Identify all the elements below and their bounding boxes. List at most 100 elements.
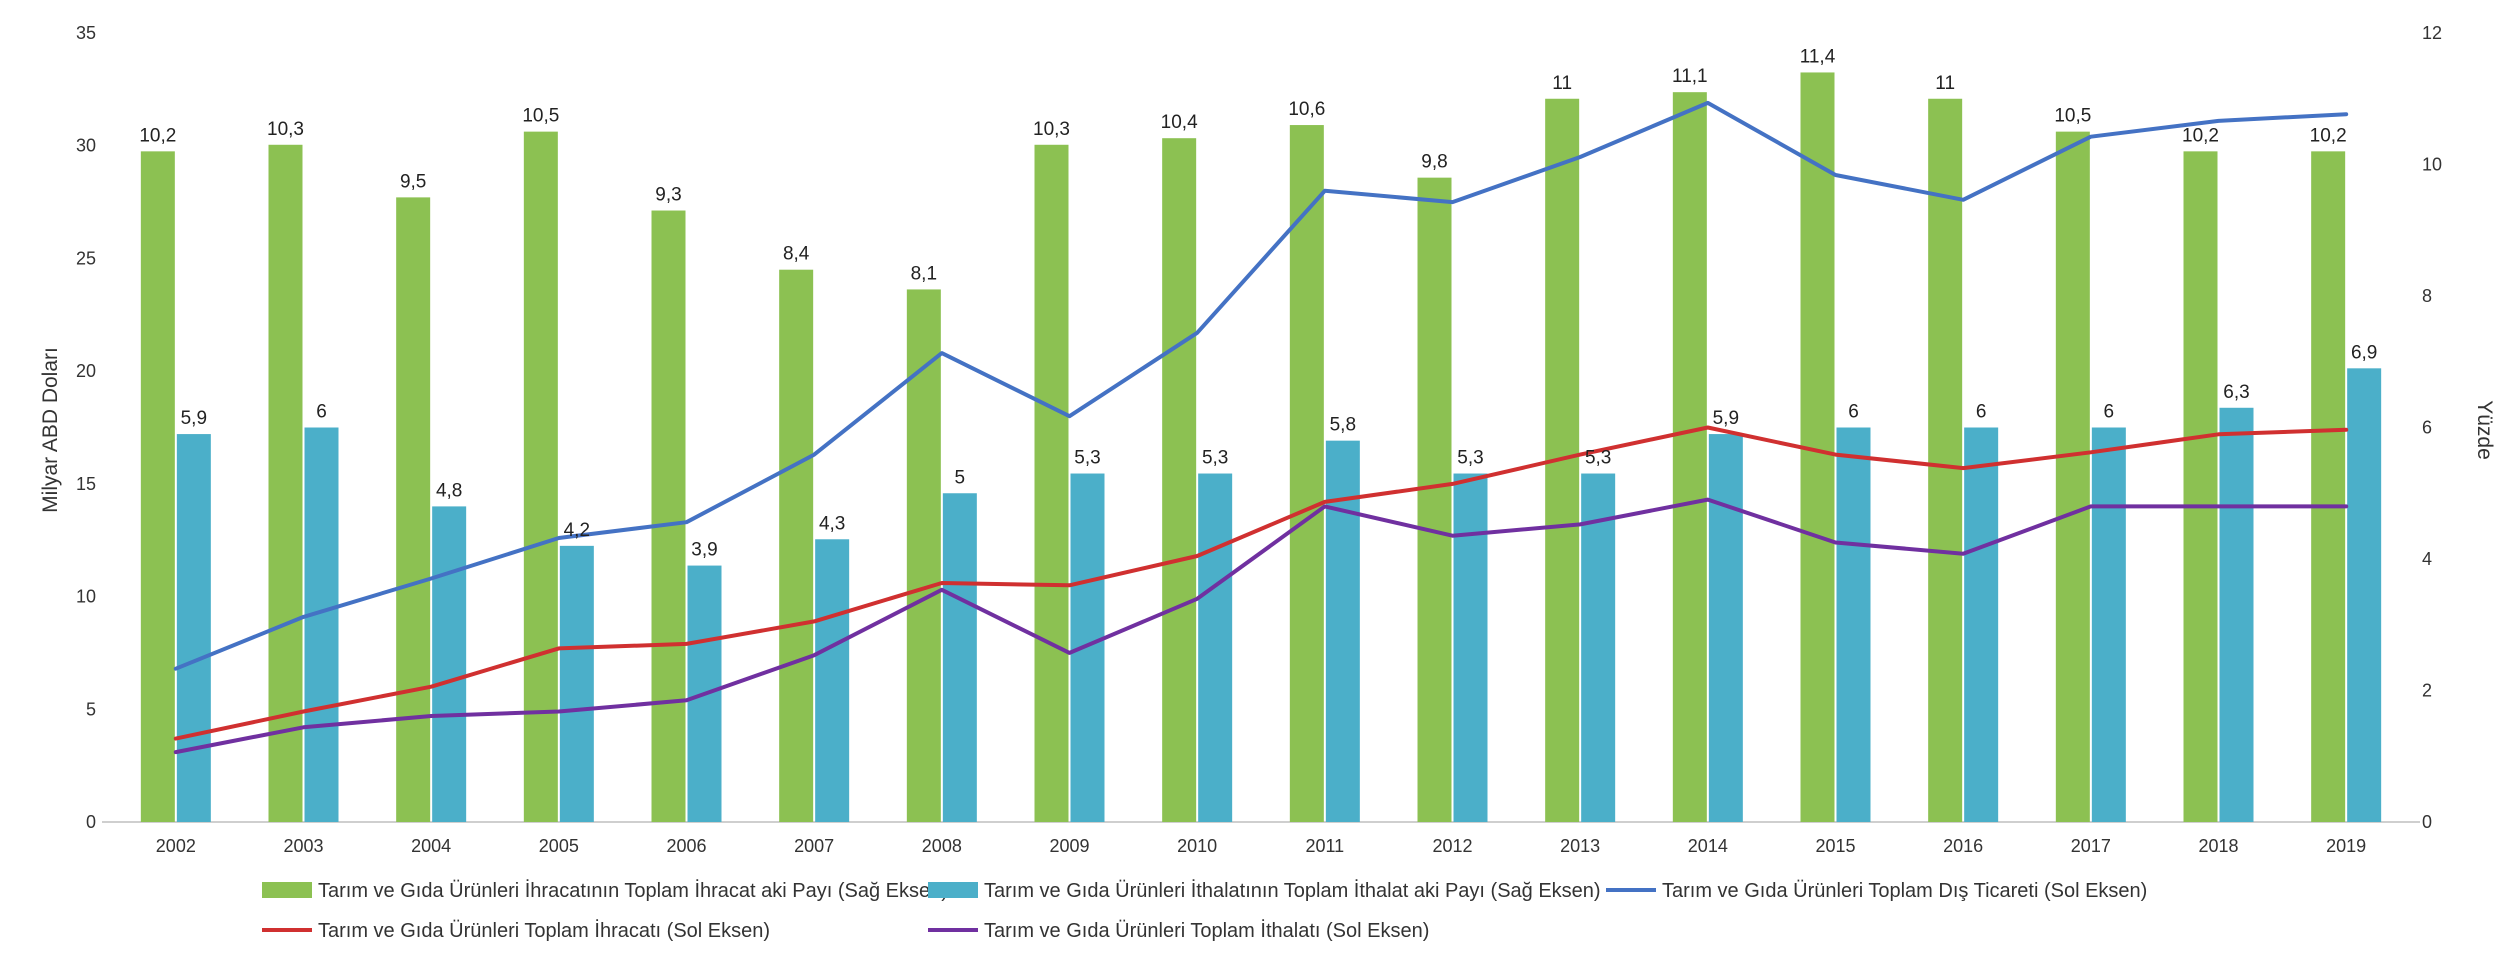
bar-import-share (1325, 440, 1360, 822)
y-left-tick-label: 35 (76, 23, 96, 43)
bar-import-share (1198, 473, 1233, 822)
y-left-tick-label: 15 (76, 474, 96, 494)
legend-label: Tarım ve Gıda Ürünleri İthalatının Topla… (984, 879, 1601, 902)
bar-export-share (396, 197, 431, 822)
bar-data-label: 6 (316, 402, 327, 423)
bars (140, 72, 2382, 823)
bar-data-label: 5,8 (1330, 415, 1356, 436)
bar-import-share (432, 506, 467, 822)
bar-data-label: 10,2 (139, 125, 176, 146)
legend-label: Tarım ve Gıda Ürünleri Toplam Dış Ticare… (1662, 880, 2147, 902)
bar-data-label: 10,4 (1161, 112, 1198, 133)
bar-data-label: 4,8 (436, 480, 462, 501)
bar-data-label: 9,5 (400, 171, 426, 192)
bar-import-share (1453, 473, 1488, 822)
bar-data-label: 6 (1976, 402, 1987, 423)
y-left-tick-label: 10 (76, 587, 96, 607)
bar-data-label: 4,2 (564, 520, 590, 541)
bar-import-share (1964, 427, 1999, 822)
bar-data-label: 6 (2104, 402, 2115, 423)
x-tick-label: 2011 (1305, 836, 1344, 856)
bar-export-share (1034, 144, 1069, 822)
bar-data-label: 9,8 (1421, 152, 1447, 173)
bar-export-share (1672, 92, 1707, 823)
x-tick-label: 2005 (539, 836, 579, 856)
bar-data-label: 8,4 (783, 244, 810, 265)
bar-export-share (1289, 125, 1324, 823)
line-total-trade (173, 100, 2349, 671)
y-right-tick-label: 2 (2422, 681, 2432, 701)
y-right-tick-label: 8 (2422, 286, 2432, 306)
x-tick-label: 2014 (1688, 836, 1728, 856)
legend-label: Tarım ve Gıda Ürünleri Toplam İthalatı (… (984, 919, 1429, 942)
bar-data-label: 5,3 (1074, 448, 1100, 469)
y-right-tick-label: 6 (2422, 418, 2432, 438)
x-tick-label: 2019 (2326, 836, 2366, 856)
bar-export-share (1928, 98, 1963, 822)
bar-import-share (1708, 434, 1743, 822)
x-tick-label: 2013 (1560, 836, 1600, 856)
line-total-import (173, 497, 2349, 755)
bar-export-share (1417, 177, 1452, 822)
lines (173, 100, 2349, 755)
bar-data-label: 11,4 (1800, 46, 1836, 67)
bar-data-label: 10,5 (2054, 106, 2091, 127)
y-left-tick-label: 30 (76, 136, 96, 156)
x-tick-label: 2015 (1815, 836, 1855, 856)
bar-export-share (2055, 131, 2090, 822)
bar-data-label: 11 (1552, 73, 1572, 94)
data-labels: 10,2 10,3 9,5 10,5 9,3 8,4 8,1 10,3 10,4 10,6 9,8 1… (139, 46, 2377, 560)
x-tick-label: 2016 (1943, 836, 1983, 856)
y-right-axis-title: Yüzde (2473, 400, 2496, 460)
y-left-tick-label: 20 (76, 361, 96, 381)
bar-import-share (1836, 427, 1871, 822)
bar-data-label: 8,1 (911, 263, 937, 284)
bar-import-share (1581, 473, 1616, 822)
legend-swatch-bar (928, 882, 978, 898)
bar-export-share (1162, 138, 1197, 822)
y-left-axis-title: Milyar ABD Doları (39, 347, 62, 513)
y-right-tick-label: 10 (2422, 155, 2442, 175)
bar-export-share (2311, 151, 2346, 823)
bar-import-share (2091, 427, 2126, 822)
line-total-export (173, 425, 2349, 741)
bar-data-label: 3,9 (691, 540, 717, 561)
bar-data-label: 4,3 (819, 513, 845, 534)
bar-data-label: 10,3 (1033, 119, 1070, 140)
legend-label: Tarım ve Gıda Ürünleri İhracatının Topla… (318, 879, 948, 902)
y-right-tick-label: 0 (2422, 812, 2432, 832)
x-tick-label: 2002 (156, 836, 196, 856)
bar-data-label: 10,2 (2310, 125, 2347, 146)
x-tick-label: 2007 (794, 836, 834, 856)
bar-import-share (2347, 368, 2382, 822)
bar-import-share (559, 545, 594, 822)
bar-data-label: 10,5 (522, 106, 559, 127)
y-left-tick-label: 5 (86, 699, 96, 719)
bar-import-share (304, 427, 339, 822)
bar-export-share (651, 210, 686, 822)
bar-import-share (176, 434, 211, 822)
y-left-tick-label: 25 (76, 248, 96, 268)
bar-import-share (942, 493, 977, 822)
x-tick-label: 2017 (2071, 836, 2111, 856)
bar-export-share (268, 144, 303, 822)
bar-data-label: 10,2 (2182, 125, 2219, 146)
bar-data-label: 10,3 (267, 119, 304, 140)
bar-import-share (815, 539, 850, 822)
bar-data-label: 5,9 (1713, 408, 1739, 429)
bar-data-label: 6,9 (2351, 342, 2377, 363)
x-tick-label: 2018 (2198, 836, 2238, 856)
bar-data-label: 6,3 (2223, 382, 2249, 403)
bar-import-share (2219, 407, 2254, 822)
legend-label: Tarım ve Gıda Ürünleri Toplam İhracatı (… (318, 919, 770, 942)
bar-data-label: 5,3 (1585, 448, 1611, 469)
bar-data-label: 5,3 (1457, 448, 1483, 469)
bar-data-label: 5,3 (1202, 448, 1228, 469)
legend-swatch-bar (262, 882, 312, 898)
x-tick-label: 2004 (411, 836, 451, 856)
legend: Tarım ve Gıda Ürünleri İhracatının Topla… (262, 879, 2147, 942)
bar-data-label: 6 (1848, 402, 1859, 423)
bar-export-share (523, 131, 558, 822)
